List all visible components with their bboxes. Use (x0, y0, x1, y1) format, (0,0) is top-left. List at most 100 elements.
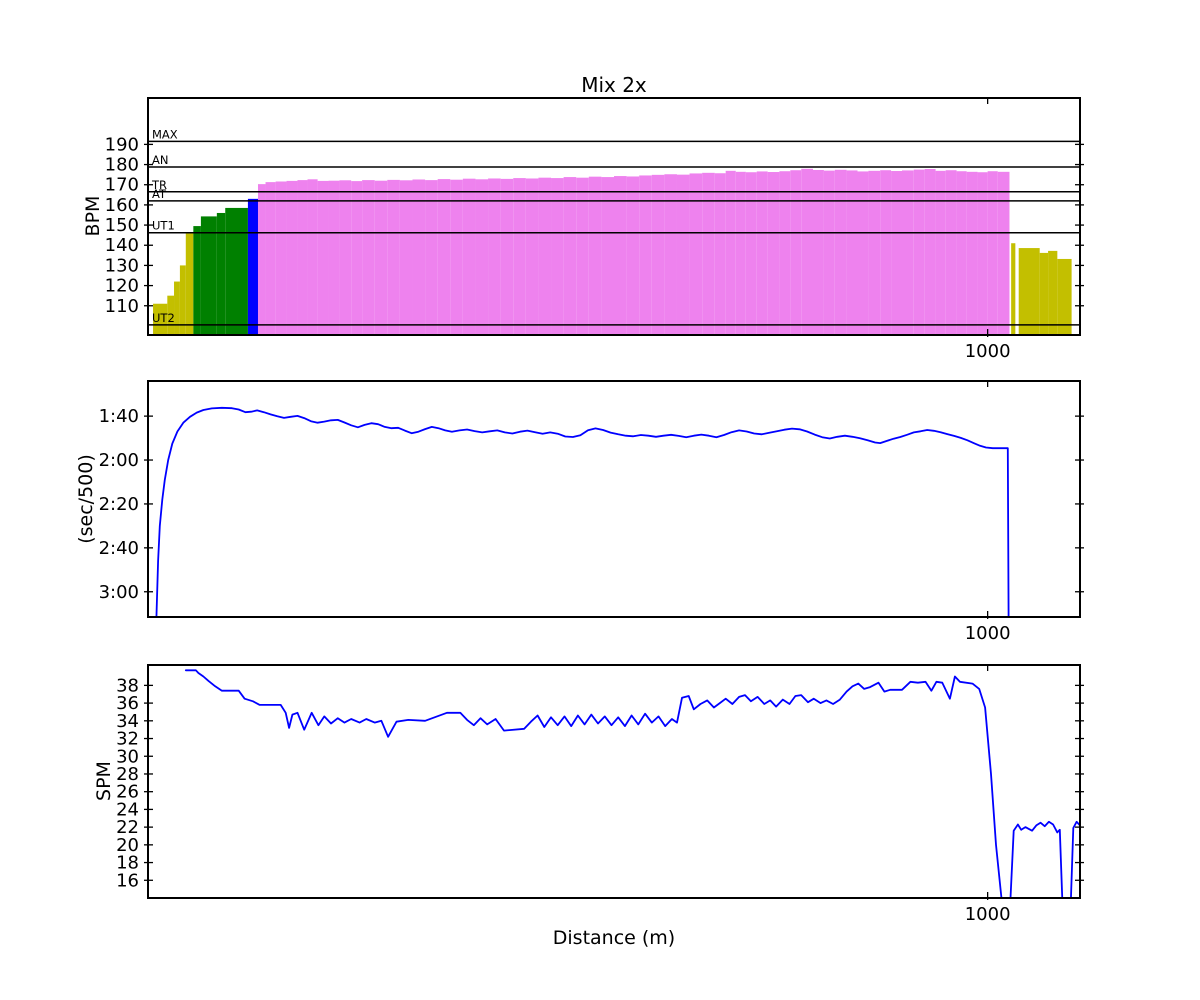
zone-label-an: AN (152, 153, 168, 167)
hr-bar (725, 170, 736, 335)
ytick-label: 170 (105, 175, 139, 196)
hr-bar (247, 198, 258, 335)
ytick-label: 150 (105, 215, 139, 236)
hr-bar (1048, 250, 1058, 335)
xtick-label: 1000 (965, 904, 1011, 925)
hr-bar (614, 176, 627, 335)
xtick-label: 1000 (965, 623, 1011, 644)
ytick-label: 1:40 (99, 406, 139, 427)
hr-bar (174, 281, 180, 335)
hr-bar (307, 179, 318, 335)
ytick-label: 3:00 (99, 582, 139, 603)
zone-label-ut2: UT2 (152, 311, 175, 325)
hr-bar (601, 177, 614, 335)
hr-bar (399, 180, 413, 335)
hr-bar (767, 172, 780, 335)
hr-bar (462, 178, 476, 335)
hr-bar (812, 170, 824, 335)
zone-label-at: AT (152, 187, 167, 201)
hr-bar (179, 265, 186, 335)
hr-bar (362, 180, 375, 335)
plot-data-group-2 (184, 669, 1080, 898)
hr-bar (525, 178, 539, 335)
hr-bar (702, 172, 715, 335)
ytick-label: 110 (105, 296, 139, 317)
hr-bar (857, 171, 869, 335)
hr-bar (880, 170, 892, 335)
spm-line (184, 669, 1080, 898)
hr-bar (1018, 248, 1040, 335)
hr-bar (317, 180, 329, 335)
hr-bar (297, 180, 308, 335)
ytick-label: 2:00 (99, 450, 139, 471)
hr-bar (265, 182, 276, 335)
hr-bar (167, 295, 175, 335)
ytick-label: 22 (116, 817, 139, 838)
hr-bar (275, 181, 287, 335)
hr-bar (412, 179, 426, 335)
pace-line (155, 406, 1010, 617)
axes-spines (147, 97, 1081, 336)
ytick-label: 130 (105, 255, 139, 276)
hr-bar (676, 174, 690, 335)
hr-bar (425, 180, 438, 335)
ytick-label: 160 (105, 195, 139, 216)
hr-bar (1057, 258, 1072, 335)
hr-bar (153, 303, 168, 335)
ytick-label: 20 (116, 835, 139, 856)
ytick-label: 36 (116, 693, 139, 714)
hr-bar (834, 169, 847, 335)
hr-bar (945, 170, 957, 335)
hr-bar (216, 212, 226, 335)
hr-bar (801, 168, 813, 335)
hr-bar (997, 171, 1010, 335)
x-axis-label: Distance (m) (552, 927, 676, 949)
hr-bar (651, 174, 665, 335)
hr-bar (977, 172, 988, 335)
hr-bar (626, 176, 640, 335)
hr-bar (823, 170, 835, 335)
ytick-label: 180 (105, 155, 139, 176)
hr-bar (576, 177, 589, 335)
zone-label-max: MAX (152, 127, 178, 141)
zone-label-tr: TR (151, 178, 167, 192)
hr-bar (689, 173, 703, 335)
ytick-label: 190 (105, 134, 139, 155)
hr-bar (563, 177, 577, 335)
axes-spines (147, 380, 1081, 618)
hr-bar (868, 170, 881, 335)
hr-bar (551, 178, 564, 335)
chart-title: Mix 2x (581, 73, 647, 97)
ytick-label: 16 (116, 870, 139, 891)
hr-bar (488, 178, 501, 335)
ytick-label: 28 (116, 764, 139, 785)
ytick-label: 30 (116, 746, 139, 767)
ytick-label: 18 (116, 853, 139, 874)
ytick-label: 140 (105, 235, 139, 256)
hr-bar (846, 170, 858, 335)
xtick-label: 1000 (965, 341, 1011, 362)
hr-bar (639, 175, 652, 335)
zone-label-ut1: UT1 (152, 219, 175, 233)
hr-bar (538, 177, 552, 335)
ytick-label: 32 (116, 729, 139, 750)
hr-bar (735, 171, 746, 335)
hr-bar (200, 216, 217, 335)
plot-data-group-1 (155, 406, 1010, 617)
ytick-label: 2:20 (99, 494, 139, 515)
hr-bar (437, 179, 451, 335)
hr-bar (779, 171, 791, 335)
axes-spines (147, 664, 1081, 899)
hr-bar (193, 226, 201, 335)
bpm-axis-label: BPM (82, 195, 104, 237)
hr-bar (664, 174, 677, 335)
hr-bar (387, 179, 400, 335)
hr-bar (225, 207, 248, 335)
hr-bar (588, 176, 602, 335)
hr-bar (339, 180, 352, 335)
pace-axis-label: (sec/500) (75, 454, 97, 544)
spm-axis-label: SPM (93, 761, 115, 801)
hr-bar (286, 180, 298, 335)
hr-bar (714, 173, 726, 335)
